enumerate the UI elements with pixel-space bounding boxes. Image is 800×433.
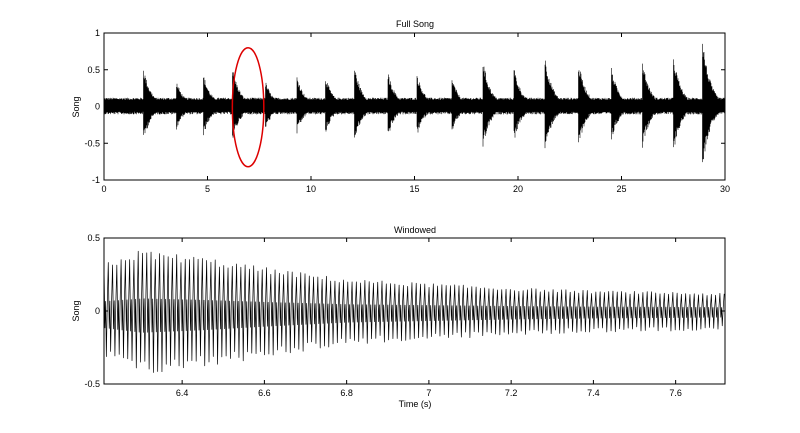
x-tick-label: 15 [409,184,419,194]
red-highlight-ellipse [231,46,265,168]
y-tick-label: 0.5 [87,65,100,75]
x-tick-label: 0 [101,184,106,194]
y-tick-label: -0.5 [84,138,100,148]
full-song-ylabel: Song [71,96,81,117]
full-song-ticks: 0 5 10 15 20 25 30 -1 -0.5 0 0.5 1 [84,28,730,194]
full-song-plot: Full Song 0 5 10 15 20 25 30 -1 -0.5 0 0.5 1 Song [71,19,730,194]
x-tick-label: 6.6 [258,388,271,398]
x-tick-label: 7.6 [669,388,682,398]
y-tick-label: 0.5 [87,233,100,243]
windowed-ylabel: Song [71,300,81,321]
x-tick-label: 30 [720,184,730,194]
y-tick-label: -1 [92,175,100,185]
y-tick-label: -0.5 [84,379,100,389]
y-tick-label: 0 [95,306,100,316]
windowed-waveform [103,250,725,373]
highlight-ellipse [231,46,265,168]
windowed-ticks: 6.4 6.6 6.8 7 7.2 7.4 7.6 -0.5 0 0.5 [84,233,725,398]
x-tick-label: 7.4 [587,388,600,398]
x-tick-label: 20 [513,184,523,194]
x-tick-label: 6.4 [176,388,189,398]
x-tick-label: 7 [426,388,431,398]
x-tick-label: 7.2 [505,388,518,398]
windowed-plot: Windowed 6.4 6.6 6.8 7 7.2 7.4 7.6 -0.5 0 0.5 Son… [71,225,726,409]
y-tick-label: 1 [95,28,100,38]
windowed-xlabel: Time (s) [399,399,432,409]
x-tick-label: 5 [205,184,210,194]
x-tick-label: 25 [616,184,626,194]
windowed-title: Windowed [394,225,436,235]
windowed-series-line [103,250,725,373]
y-tick-label: 0 [95,102,100,112]
full-song-title: Full Song [396,19,434,29]
x-tick-label: 6.8 [340,388,353,398]
x-tick-label: 10 [306,184,316,194]
